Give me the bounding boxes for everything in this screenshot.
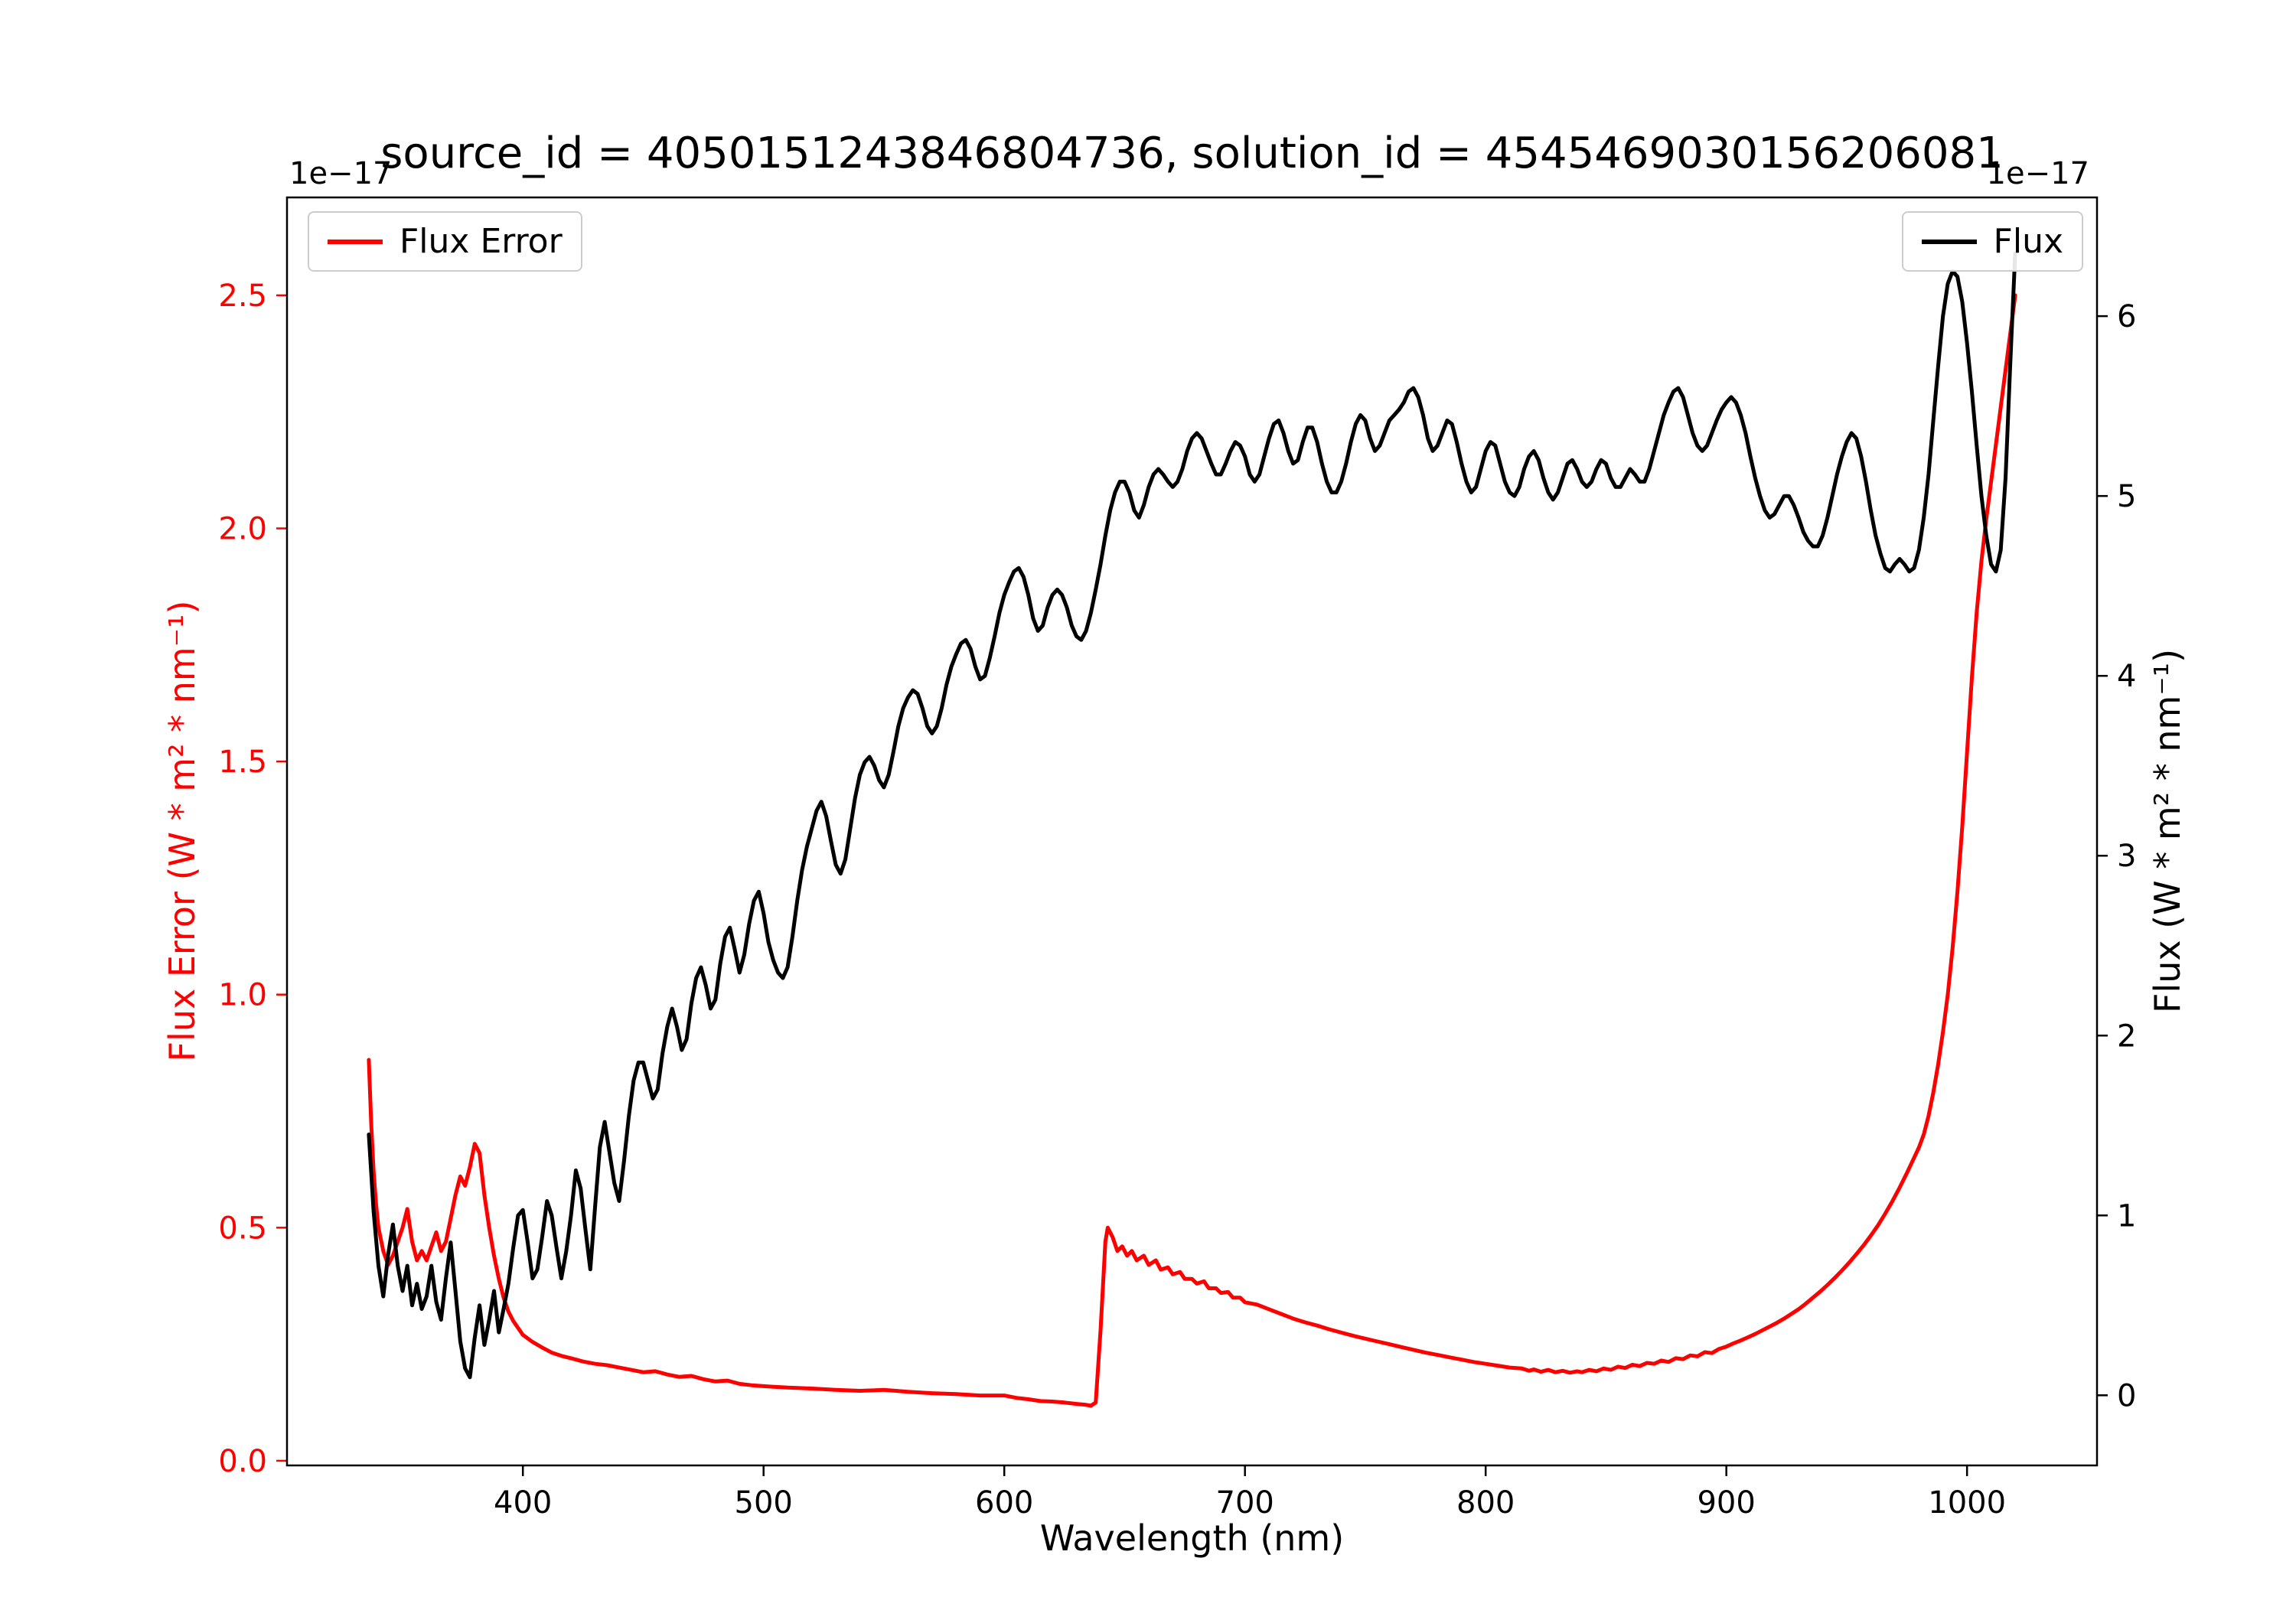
- left-y-tick-label: 0.0: [218, 1444, 267, 1479]
- axes-frame: [285, 196, 2099, 1467]
- left-y-tick-label: 0.5: [218, 1211, 267, 1246]
- x-tick-label: 900: [1697, 1485, 1755, 1521]
- x-tick-label: 400: [494, 1485, 552, 1521]
- right-y-tick-label: 0: [2117, 1378, 2136, 1413]
- series-flux-error-line: [367, 293, 2017, 1408]
- legend-flux-error-label: Flux Error: [400, 222, 563, 261]
- left-y-tick-label: 1.0: [218, 978, 267, 1013]
- x-tick-label: 1000: [1928, 1485, 2006, 1521]
- right-y-tick-label: 6: [2117, 299, 2136, 334]
- right-y-tick-label: 2: [2117, 1019, 2136, 1054]
- left-y-axis-label: Flux Error (W * m² * nm⁻¹): [161, 600, 203, 1062]
- legend-flux-label: Flux: [1993, 222, 2063, 261]
- right-y-axis-label: Flux (W * m² * nm⁻¹): [2147, 648, 2188, 1014]
- right-y-tick-label: 1: [2117, 1198, 2136, 1234]
- left-y-tick-label: 2.5: [218, 279, 267, 314]
- x-axis-label: Wavelength (nm): [1039, 1517, 1345, 1559]
- left-y-tick-label: 2.0: [218, 512, 267, 547]
- right-y-tick-label: 4: [2117, 659, 2136, 694]
- left-axis-offset-label: 1e−17: [289, 156, 393, 191]
- x-tick-label: 500: [735, 1485, 793, 1521]
- x-tick-label: 600: [975, 1485, 1033, 1521]
- legend-flux-error: Flux Error: [308, 211, 582, 272]
- x-tick-label: 700: [1216, 1485, 1274, 1521]
- x-tick-label: 800: [1456, 1485, 1515, 1521]
- flux-line-swatch: [1921, 239, 1977, 244]
- right-axis-offset-label: 1e−17: [1986, 156, 2089, 191]
- legend-flux: Flux: [1901, 211, 2083, 272]
- right-y-tick-label: 3: [2117, 839, 2136, 874]
- series-flux-line: [367, 251, 2017, 1380]
- flux-error-line-swatch: [328, 239, 383, 244]
- right-y-tick-label: 5: [2117, 479, 2136, 514]
- chart-title: source_id = 4050151243846804736, solutio…: [380, 129, 2004, 178]
- left-y-tick-label: 1.5: [218, 745, 267, 780]
